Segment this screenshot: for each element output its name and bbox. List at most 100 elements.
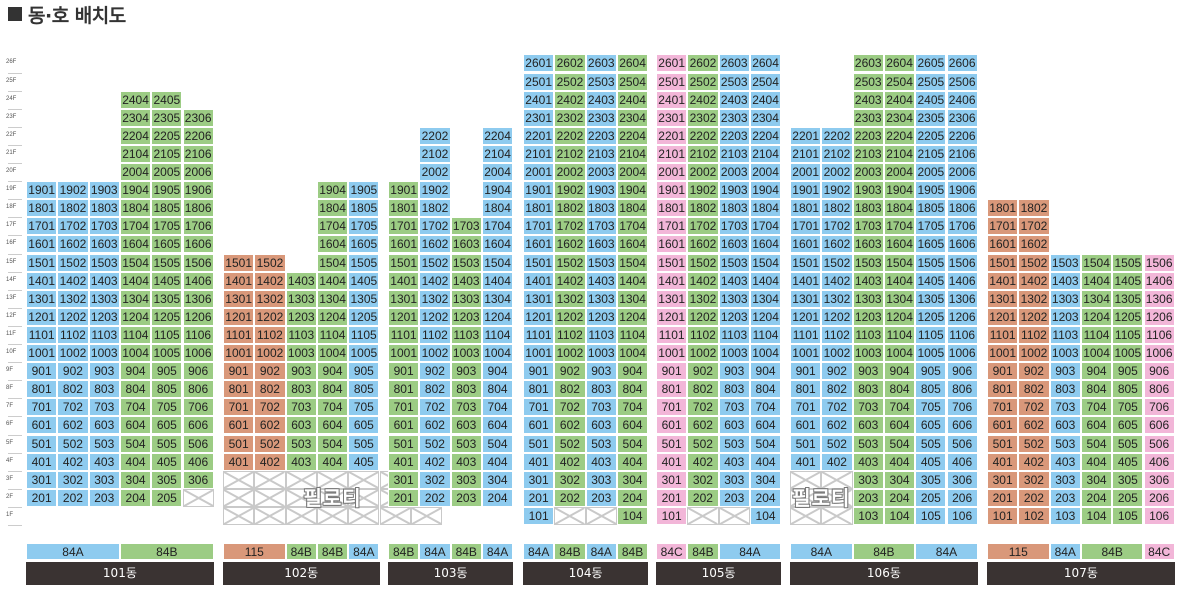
- unit-cell[interactable]: 1105: [151, 325, 183, 344]
- unit-cell[interactable]: 1304: [481, 289, 514, 308]
- unit-cell[interactable]: 1203: [585, 307, 617, 326]
- unit-cell[interactable]: 1606: [182, 235, 214, 254]
- unit-cell[interactable]: 1402: [1018, 271, 1050, 290]
- unit-cell[interactable]: 1903: [585, 181, 617, 200]
- unit-cell[interactable]: 302: [57, 470, 89, 489]
- unit-cell[interactable]: 1301: [656, 289, 688, 308]
- unit-cell[interactable]: 1204: [883, 307, 916, 326]
- unit-cell[interactable]: 704: [749, 398, 782, 417]
- unit-cell[interactable]: 502: [254, 434, 286, 453]
- unit-cell[interactable]: 1305: [1112, 289, 1144, 308]
- unit-cell[interactable]: 1804: [481, 199, 514, 218]
- unit-cell[interactable]: 1101: [523, 325, 555, 344]
- unit-cell[interactable]: 1905: [915, 181, 947, 200]
- unit-cell[interactable]: 2103: [585, 144, 617, 163]
- unit-cell[interactable]: 1602: [57, 235, 89, 254]
- unit-cell[interactable]: 1002: [554, 344, 586, 363]
- unit-cell[interactable]: 1601: [656, 235, 688, 254]
- unit-cell[interactable]: 704: [481, 398, 514, 417]
- unit-cell[interactable]: 503: [585, 434, 617, 453]
- unit-cell[interactable]: 1104: [883, 325, 916, 344]
- unit-cell[interactable]: 1305: [915, 289, 947, 308]
- unit-cell[interactable]: 701: [987, 398, 1019, 417]
- unit-cell[interactable]: 1602: [687, 235, 719, 254]
- unit-cell[interactable]: 1805: [915, 199, 947, 218]
- unit-cell[interactable]: 1204: [316, 307, 349, 326]
- unit-cell[interactable]: 1202: [821, 307, 853, 326]
- unit-cell[interactable]: 2006: [946, 163, 978, 182]
- unit-cell[interactable]: 1603: [718, 235, 750, 254]
- unit-cell[interactable]: 1302: [57, 289, 89, 308]
- unit-cell[interactable]: 404: [749, 452, 782, 471]
- unit-cell[interactable]: 1602: [1018, 235, 1050, 254]
- unit-cell[interactable]: 1404: [616, 271, 649, 290]
- unit-cell[interactable]: 302: [1018, 470, 1050, 489]
- unit-cell[interactable]: 1603: [585, 235, 617, 254]
- unit-cell[interactable]: 702: [687, 398, 719, 417]
- unit-cell[interactable]: 1203: [88, 307, 120, 326]
- unit-cell[interactable]: 505: [915, 434, 947, 453]
- unit-cell[interactable]: 2102: [554, 144, 586, 163]
- unit-cell[interactable]: 1301: [388, 289, 420, 308]
- unit-cell[interactable]: 906: [946, 362, 978, 381]
- unit-cell[interactable]: 1204: [749, 307, 782, 326]
- unit-cell[interactable]: 604: [883, 416, 916, 435]
- unit-cell[interactable]: 804: [1080, 380, 1113, 399]
- unit-cell[interactable]: 401: [656, 452, 688, 471]
- unit-cell[interactable]: 2004: [481, 163, 514, 182]
- unit-cell[interactable]: 1502: [687, 253, 719, 272]
- unit-cell[interactable]: 1101: [388, 325, 420, 344]
- unit-cell[interactable]: 704: [316, 398, 349, 417]
- unit-cell[interactable]: 2604: [616, 54, 649, 73]
- unit-cell[interactable]: 502: [419, 434, 451, 453]
- unit-cell[interactable]: 202: [687, 488, 719, 507]
- unit-cell[interactable]: 406: [182, 452, 214, 471]
- unit-cell[interactable]: 1703: [88, 217, 120, 236]
- unit-cell[interactable]: 1301: [987, 289, 1019, 308]
- unit-cell[interactable]: 1005: [151, 344, 183, 363]
- unit-cell[interactable]: 603: [450, 416, 482, 435]
- unit-cell[interactable]: 1001: [656, 344, 688, 363]
- unit-cell[interactable]: 2603: [585, 54, 617, 73]
- unit-cell[interactable]: 1801: [388, 199, 420, 218]
- unit-cell[interactable]: 604: [119, 416, 152, 435]
- unit-cell[interactable]: 2003: [585, 163, 617, 182]
- unit-cell[interactable]: 1504: [481, 253, 514, 272]
- unit-cell[interactable]: 501: [987, 434, 1019, 453]
- unit-cell[interactable]: 1406: [182, 271, 214, 290]
- unit-cell[interactable]: 1105: [1112, 325, 1144, 344]
- unit-cell[interactable]: 2005: [915, 163, 947, 182]
- unit-cell[interactable]: 1901: [26, 181, 58, 200]
- unit-cell[interactable]: 501: [388, 434, 420, 453]
- unit-cell[interactable]: 2205: [915, 126, 947, 145]
- unit-cell[interactable]: 303: [852, 470, 884, 489]
- unit-cell[interactable]: 304: [616, 470, 649, 489]
- unit-cell[interactable]: 1501: [523, 253, 555, 272]
- unit-cell[interactable]: 601: [523, 416, 555, 435]
- unit-cell[interactable]: 1406: [946, 271, 978, 290]
- unit-cell[interactable]: 1801: [790, 199, 822, 218]
- unit-cell[interactable]: 304: [883, 470, 916, 489]
- unit-cell[interactable]: 1603: [450, 235, 482, 254]
- unit-cell[interactable]: 505: [1112, 434, 1144, 453]
- unit-cell[interactable]: 701: [26, 398, 58, 417]
- unit-cell[interactable]: 1804: [316, 199, 349, 218]
- unit-cell[interactable]: 702: [554, 398, 586, 417]
- unit-cell[interactable]: 2103: [718, 144, 750, 163]
- unit-cell[interactable]: 306: [946, 470, 978, 489]
- unit-cell[interactable]: 2104: [119, 144, 152, 163]
- unit-cell[interactable]: 1504: [119, 253, 152, 272]
- unit-cell[interactable]: 1502: [554, 253, 586, 272]
- unit-cell[interactable]: 1202: [419, 307, 451, 326]
- unit-cell[interactable]: 1904: [119, 181, 152, 200]
- unit-cell[interactable]: 1902: [554, 181, 586, 200]
- unit-cell[interactable]: 901: [26, 362, 58, 381]
- unit-cell[interactable]: 302: [554, 470, 586, 489]
- unit-cell[interactable]: 1804: [616, 199, 649, 218]
- unit-cell[interactable]: 1102: [254, 325, 286, 344]
- unit-cell[interactable]: 2604: [883, 54, 916, 73]
- unit-cell[interactable]: 502: [554, 434, 586, 453]
- unit-cell[interactable]: 2301: [523, 108, 555, 127]
- unit-cell[interactable]: 203: [585, 488, 617, 507]
- unit-cell[interactable]: 1804: [119, 199, 152, 218]
